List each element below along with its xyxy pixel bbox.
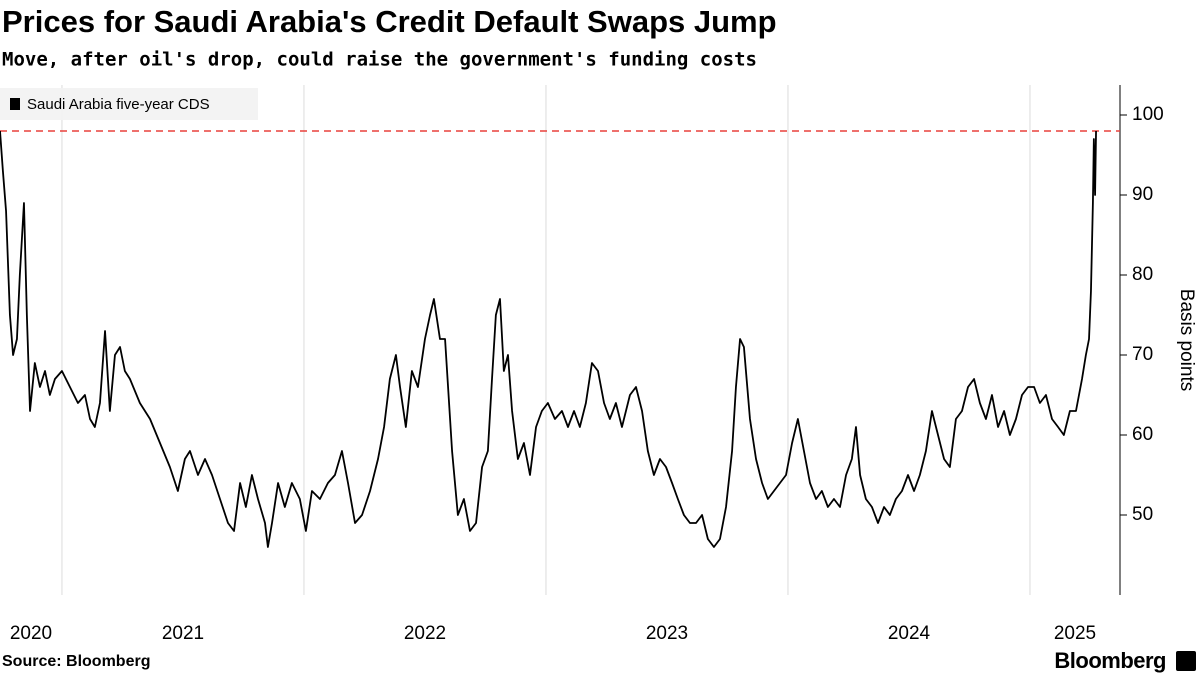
- legend-swatch: [10, 98, 20, 110]
- y-tick-label: 70: [1132, 344, 1153, 365]
- legend: Saudi Arabia five-year CDS: [0, 88, 258, 120]
- y-tick-label: 90: [1132, 184, 1153, 205]
- logo-icon: [1176, 651, 1196, 671]
- y-axis-label: Basis points: [1176, 289, 1197, 391]
- source: Source: Bloomberg: [2, 653, 150, 670]
- chart-title: Prices for Saudi Arabia's Credit Default…: [2, 4, 777, 39]
- x-tick-label: 2022: [404, 623, 446, 644]
- y-tick-label: 100: [1132, 104, 1164, 125]
- data-line: [0, 130, 1097, 548]
- x-tick-label: 2020: [10, 623, 52, 644]
- x-tick-label: 2021: [162, 623, 204, 644]
- y-tick-label: 60: [1132, 424, 1153, 445]
- y-tick-label: 80: [1132, 264, 1153, 285]
- y-tick-label: 50: [1132, 504, 1153, 525]
- x-tick-label: 2024: [888, 623, 931, 644]
- chart-subtitle: Move, after oil's drop, could raise the …: [2, 49, 757, 71]
- x-tick-label: 2025: [1054, 623, 1096, 644]
- legend-label: Saudi Arabia five-year CDS: [27, 96, 210, 113]
- x-tick-label: 2023: [646, 623, 688, 644]
- legend-box: [0, 88, 258, 120]
- logo: Bloomberg: [1054, 648, 1166, 673]
